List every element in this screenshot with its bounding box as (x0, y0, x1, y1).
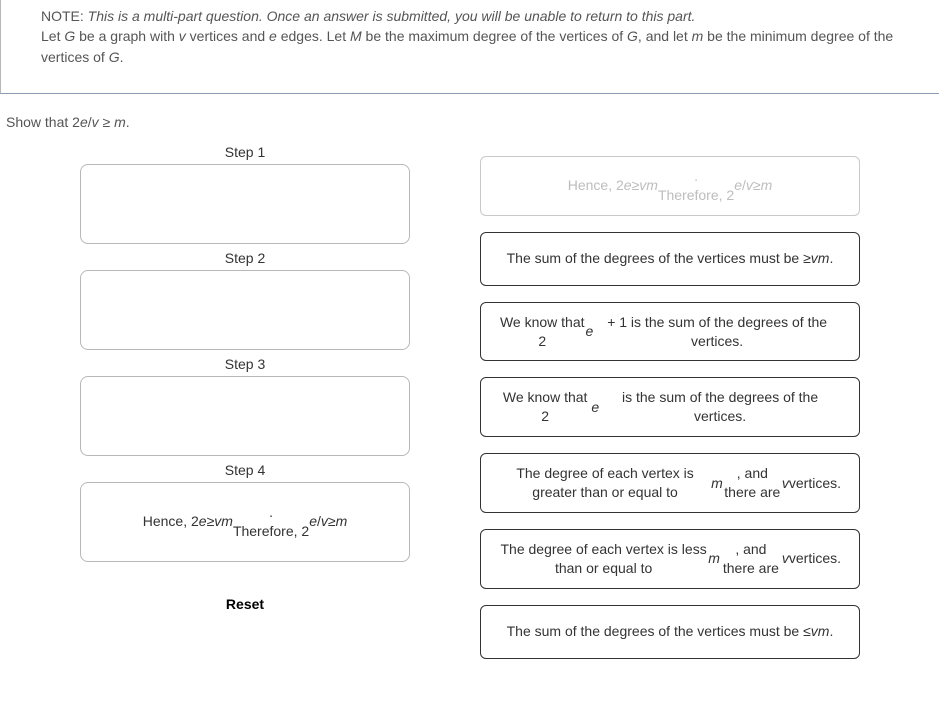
step-label-4: Step 4 (225, 462, 265, 478)
step-label-2: Step 2 (225, 250, 265, 266)
answer-tile-4[interactable]: We know that 2e is the sum of the degree… (480, 377, 860, 437)
note-box: NOTE: This is a multi-part question. Onc… (0, 0, 939, 94)
step-dropzone-2[interactable] (80, 270, 410, 350)
answer-tile-7[interactable]: The sum of the degrees of the vertices m… (480, 605, 860, 659)
note-body: Let G be a graph with v vertices and e e… (41, 28, 893, 64)
answer-tile-1[interactable]: Hence, 2e ≥ vm.Therefore, 2e/v ≥ m (480, 156, 860, 216)
step-label-1: Step 1 (225, 144, 265, 160)
note-label: NOTE: (41, 8, 84, 24)
step-dropzone-3[interactable] (80, 376, 410, 456)
reset-button[interactable]: Reset (80, 596, 410, 612)
answer-tile-6[interactable]: The degree of each vertex is less than o… (480, 529, 860, 589)
answer-tile-2[interactable]: The sum of the degrees of the vertices m… (480, 232, 860, 286)
steps-column: Step 1 Step 2 Step 3 Step 4 Hence, 2e ≥ … (80, 138, 410, 612)
step-dropzone-1[interactable] (80, 164, 410, 244)
step-label-3: Step 3 (225, 356, 265, 372)
workspace: Step 1 Step 2 Step 3 Step 4 Hence, 2e ≥ … (0, 138, 939, 679)
note-intro: This is a multi-part question. Once an a… (88, 8, 696, 24)
step-dropzone-4[interactable]: Hence, 2e ≥ vm.Therefore, 2e/v ≥ m (80, 482, 410, 562)
answer-tile-3[interactable]: We know that 2e + 1 is the sum of the de… (480, 302, 860, 362)
answer-tile-5[interactable]: The degree of each vertex is greater tha… (480, 453, 860, 513)
tiles-column: Hence, 2e ≥ vm.Therefore, 2e/v ≥ m The s… (480, 138, 860, 659)
question-text: Show that 2e/v ≥ m. (0, 94, 939, 138)
